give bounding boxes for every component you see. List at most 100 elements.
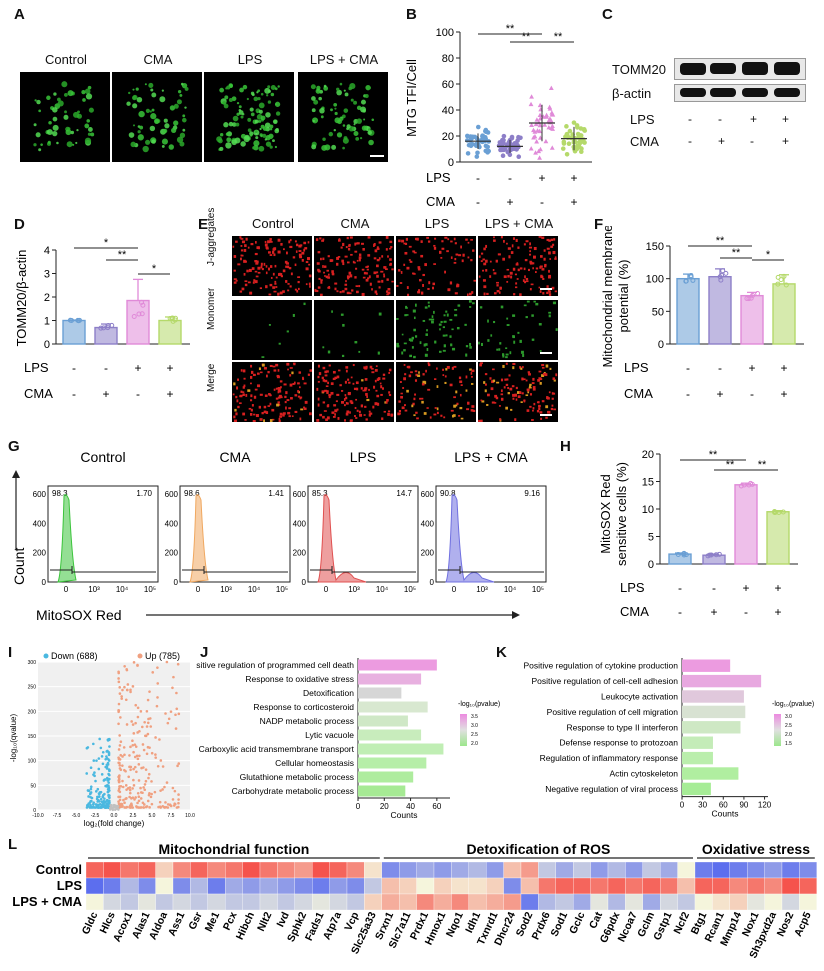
e-spot — [414, 303, 417, 307]
i-point-up — [118, 758, 122, 761]
i-point-down — [98, 791, 102, 794]
l-heat-cell — [694, 861, 713, 879]
b-y-tick-label: 60 — [442, 79, 454, 91]
e-spot — [486, 393, 490, 397]
e-spot — [380, 385, 383, 389]
i-point-up — [134, 703, 138, 707]
b-data-point — [486, 148, 491, 154]
e-spot — [506, 268, 510, 271]
e-spot — [486, 403, 489, 406]
e-spot — [537, 401, 540, 404]
d-bar — [158, 319, 182, 345]
j-x-tick-label: 60 — [432, 802, 441, 811]
mito-spot — [135, 87, 139, 91]
e-spot — [326, 416, 330, 420]
e-spot — [352, 260, 355, 264]
e-spot — [378, 312, 382, 316]
e-spot — [398, 409, 402, 413]
d-data-point — [101, 325, 107, 331]
mito-spot — [249, 107, 254, 112]
j-bar — [358, 771, 414, 783]
e-spot — [233, 269, 236, 272]
d-cma-sign: + — [166, 387, 173, 401]
e-spot — [505, 353, 509, 356]
mito-spot — [262, 126, 268, 131]
e-spot — [548, 251, 551, 255]
e-spot — [548, 276, 552, 279]
e-spot — [346, 410, 350, 414]
e-spot — [547, 410, 550, 414]
e-spot — [264, 243, 268, 247]
i-point-up — [139, 797, 143, 800]
e-spot — [391, 268, 394, 271]
i-point-down — [102, 803, 105, 807]
d-cma-label: CMA — [24, 386, 53, 401]
i-point-up — [173, 789, 177, 793]
mito-spot — [240, 115, 244, 119]
mito-spot — [85, 93, 93, 100]
j-legend-tick: 3.0 — [471, 723, 478, 729]
e-spot — [506, 317, 509, 320]
e-spot — [493, 320, 496, 324]
mito-spot — [246, 97, 249, 101]
e-spot — [237, 405, 240, 409]
e-spot — [483, 381, 486, 384]
e-spot — [546, 247, 550, 250]
l-heat-cell — [642, 877, 661, 895]
e-spot — [328, 273, 330, 276]
e-spot — [280, 242, 283, 246]
e-spot — [491, 401, 495, 404]
i-point-up — [117, 775, 120, 779]
i-point-up — [117, 800, 120, 803]
e-spot — [500, 389, 503, 393]
mito-spot — [67, 127, 71, 131]
i-point-up — [117, 677, 120, 680]
i-point-down — [96, 787, 100, 791]
k-legend-tick: 1.5 — [785, 741, 792, 747]
e-spot — [256, 246, 259, 249]
i-point-up — [123, 753, 126, 757]
mito-spot — [159, 96, 166, 103]
e-spot — [275, 387, 278, 390]
mito-spot — [48, 120, 52, 125]
e-spot — [532, 388, 536, 391]
g-x-label: MitoSOX Red — [36, 607, 122, 623]
mito-spot — [360, 106, 367, 113]
e-spot — [272, 365, 276, 368]
e-spot — [389, 262, 392, 266]
e-spot — [526, 388, 530, 392]
mito-spot — [144, 83, 147, 86]
e-spot — [438, 250, 442, 254]
e-spot — [484, 383, 487, 386]
d-data-point — [140, 302, 146, 308]
e-spot — [322, 401, 326, 404]
mito-spot — [33, 143, 37, 147]
e-spot — [303, 406, 305, 409]
e-spot — [490, 334, 493, 337]
e-spot — [522, 279, 525, 282]
mito-spot — [258, 145, 265, 152]
i-y-tick-label: 50 — [30, 783, 36, 789]
i-point-up — [128, 765, 131, 769]
mito-spot — [148, 82, 154, 88]
e-spot — [545, 364, 549, 368]
d-data-point — [167, 316, 173, 322]
f-y-tick-label: 0 — [658, 339, 664, 351]
g-y-tick-label: 0 — [42, 578, 47, 587]
e-spot — [417, 290, 421, 294]
e-spot — [465, 375, 468, 379]
mito-spot — [217, 138, 223, 144]
b-data-point — [560, 146, 566, 151]
mito-spot — [272, 139, 275, 143]
e-spot — [264, 394, 268, 397]
e-spot — [354, 242, 357, 246]
e-spot — [453, 365, 457, 368]
e-spot — [349, 292, 352, 295]
i-y-tick-label: 100 — [28, 759, 37, 765]
f-y-label-2: potential (%) — [616, 260, 631, 333]
e-spot — [539, 350, 542, 352]
e-spot — [282, 414, 285, 417]
e-spot — [321, 376, 324, 380]
